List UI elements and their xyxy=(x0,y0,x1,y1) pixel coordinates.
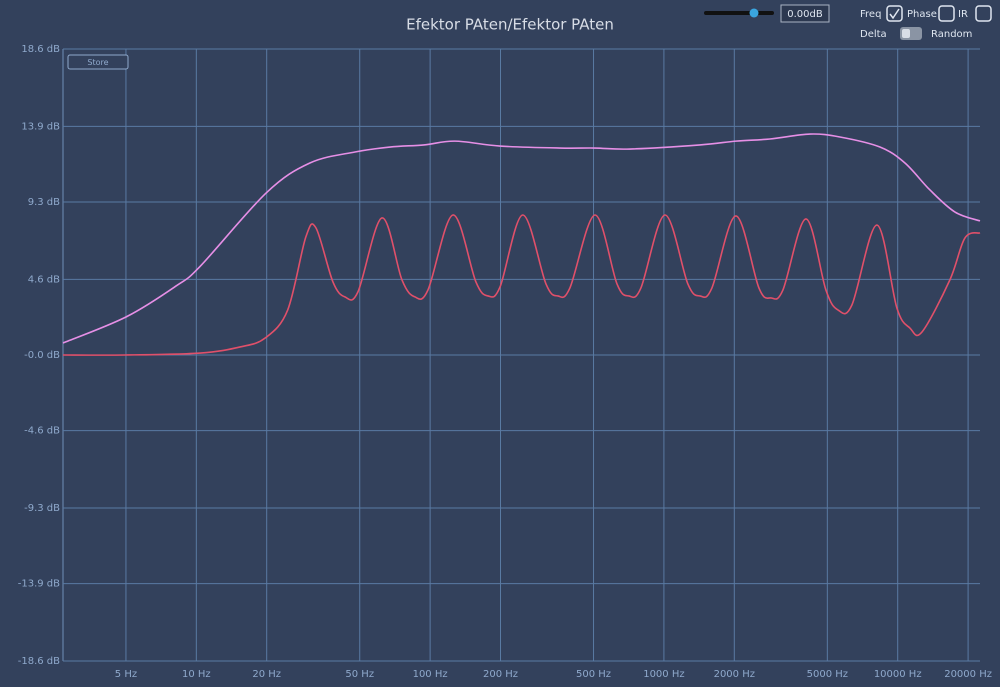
delta-label: Delta xyxy=(860,29,887,40)
y-tick-label: 13.9 dB xyxy=(21,121,60,132)
x-tick-label: 5 Hz xyxy=(115,669,137,680)
check-mark xyxy=(889,8,900,20)
x-tick-label: 20000 Hz xyxy=(944,669,992,680)
y-tick-label: 4.6 dB xyxy=(28,274,60,285)
gain-input[interactable] xyxy=(780,4,830,23)
response-curve xyxy=(62,133,981,344)
y-tick-label: -9.3 dB xyxy=(24,503,60,514)
x-tick-label: 500 Hz xyxy=(576,669,611,680)
freq-checkbox[interactable] xyxy=(886,5,903,22)
x-tick-label: 5000 Hz xyxy=(807,669,848,680)
x-tick-label: 1000 Hz xyxy=(643,669,684,680)
y-tick-label: -4.6 dB xyxy=(24,426,60,437)
x-tick-label: 10000 Hz xyxy=(874,669,922,680)
y-tick-label: -13.9 dB xyxy=(18,579,60,590)
y-tick-label: -18.6 dB xyxy=(18,656,60,667)
x-tick-label: 20 Hz xyxy=(252,669,281,680)
freq-label: Freq xyxy=(860,9,881,20)
phase-label: Phase xyxy=(907,9,937,20)
x-tick-label: 10 Hz xyxy=(182,669,211,680)
ir-label: IR xyxy=(958,9,968,20)
response-curve xyxy=(62,214,981,356)
x-tick-label: 2000 Hz xyxy=(714,669,755,680)
x-tick-label: 200 Hz xyxy=(483,669,518,680)
x-tick-label: 100 Hz xyxy=(413,669,448,680)
y-tick-label: -0.0 dB xyxy=(24,350,60,361)
y-tick-label: 18.6 dB xyxy=(21,44,60,55)
y-tick-label: 9.3 dB xyxy=(28,197,60,208)
random-label: Random xyxy=(931,29,972,40)
gain-slider-knob[interactable] xyxy=(749,8,759,18)
store-button[interactable] xyxy=(67,54,129,70)
store-button-text: Store xyxy=(87,58,108,67)
phase-checkbox[interactable] xyxy=(938,5,955,22)
gain-input-text: 0.00dB xyxy=(787,9,823,20)
ir-checkbox[interactable] xyxy=(975,5,992,22)
chart-title: Efektor PAten/Efektor PAten xyxy=(406,16,614,34)
x-tick-label: 50 Hz xyxy=(345,669,374,680)
toggle-knob xyxy=(902,29,910,38)
